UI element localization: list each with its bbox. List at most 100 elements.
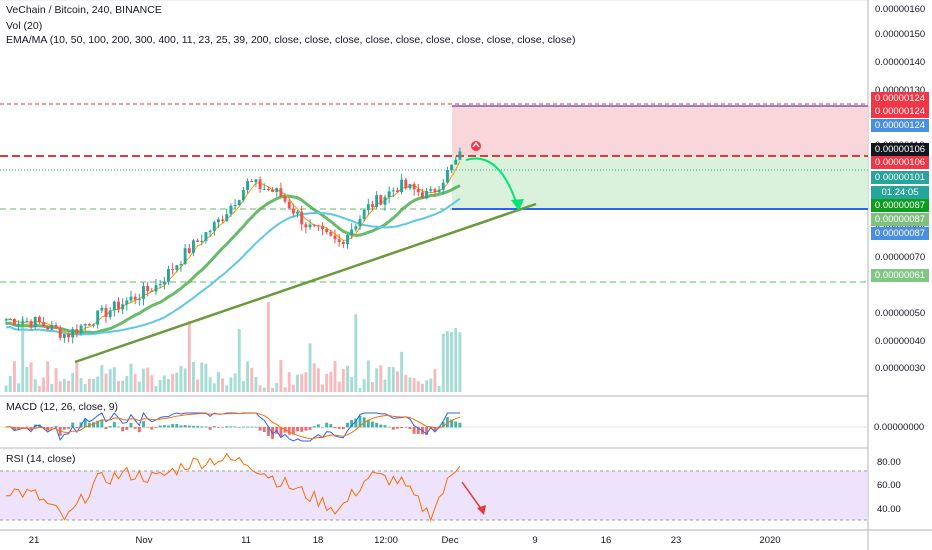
candle-body bbox=[371, 204, 374, 208]
candle-body bbox=[454, 159, 458, 165]
volume-bar bbox=[129, 363, 133, 392]
macd-hist-bar bbox=[208, 427, 212, 430]
volume-bar bbox=[433, 368, 437, 392]
candle-body bbox=[225, 214, 229, 221]
candle-body bbox=[92, 324, 95, 326]
price-badge: 01:24:05 bbox=[871, 186, 929, 199]
macd-hist-bar bbox=[458, 422, 462, 428]
macd-hist-bar bbox=[454, 421, 458, 428]
candle-body bbox=[258, 179, 262, 190]
volume-bar bbox=[404, 374, 408, 392]
candle-body bbox=[112, 301, 116, 311]
candle-body bbox=[354, 226, 358, 230]
volume-bar bbox=[37, 386, 41, 392]
price-tick-label: 0.00000160 bbox=[875, 4, 925, 15]
volume-bar bbox=[150, 375, 154, 392]
macd-hist-bar bbox=[142, 421, 145, 428]
price-candles bbox=[4, 147, 462, 344]
candle-body bbox=[396, 190, 399, 193]
volume-bar bbox=[158, 380, 162, 392]
volume-bar bbox=[216, 371, 220, 392]
candle-body bbox=[266, 189, 270, 191]
volume-bar bbox=[12, 361, 16, 392]
macd-hist-bar bbox=[171, 424, 175, 428]
rsi-axis-ticks: 80.00 60.00 40.00 bbox=[877, 457, 901, 515]
candle-body bbox=[37, 316, 41, 323]
macd-hist-bar bbox=[96, 420, 100, 428]
candle-body bbox=[362, 209, 366, 219]
macd-hist-bar bbox=[191, 425, 195, 428]
volume-bar bbox=[362, 379, 366, 392]
candle-body bbox=[29, 321, 33, 328]
volume-bar bbox=[291, 384, 295, 392]
stop-loss-zone bbox=[452, 106, 868, 156]
time-tick-label: Nov bbox=[136, 535, 153, 546]
volume-bar bbox=[75, 361, 79, 392]
candle-body bbox=[216, 219, 220, 223]
volume-bar bbox=[316, 368, 320, 392]
candle-body bbox=[212, 222, 216, 231]
macd-hist-bar bbox=[54, 426, 58, 428]
macd-hist-bar bbox=[308, 427, 312, 430]
candle-body bbox=[404, 179, 408, 189]
volume-bar bbox=[21, 318, 25, 392]
candle-body bbox=[142, 286, 145, 299]
macd-hist-bar bbox=[250, 426, 254, 428]
volume-bar bbox=[142, 368, 145, 392]
volume-bar bbox=[241, 381, 245, 392]
macd-hist-bar bbox=[37, 424, 41, 428]
candle-body bbox=[271, 189, 275, 192]
candle-body bbox=[241, 189, 245, 201]
macd-hist-bar bbox=[279, 427, 283, 438]
volume-bar bbox=[391, 367, 395, 392]
candle-body bbox=[450, 164, 454, 170]
volume-bar bbox=[71, 373, 75, 392]
macd-hist-bar bbox=[366, 419, 370, 428]
volume-bar bbox=[137, 381, 141, 392]
volume-bar bbox=[337, 381, 341, 392]
volume-bar bbox=[183, 368, 187, 392]
volume-bar bbox=[304, 372, 308, 392]
candle-body bbox=[333, 235, 337, 240]
price-badge: 0.00000124 bbox=[871, 105, 929, 118]
macd-hist-bar bbox=[246, 426, 250, 428]
macd-hist-bar bbox=[329, 424, 333, 428]
volume-bar bbox=[425, 380, 429, 392]
candle-body bbox=[150, 290, 154, 292]
volume-bar bbox=[25, 366, 29, 392]
volume-bar bbox=[87, 378, 91, 392]
volume-bar bbox=[458, 332, 462, 392]
macd-hist-bar bbox=[237, 427, 241, 428]
volume-bar bbox=[412, 377, 416, 392]
volume-bar bbox=[341, 369, 345, 392]
volume-bar bbox=[112, 367, 116, 392]
macd-hist-bar bbox=[21, 427, 25, 428]
volume-bar bbox=[408, 377, 412, 392]
candle-body bbox=[329, 232, 333, 236]
candle-body bbox=[425, 190, 429, 199]
price-badge: 0.00000061 bbox=[871, 269, 929, 282]
time-axis-ticks: 21 Nov 11 18 12:00 Dec 9 16 23 2020 bbox=[29, 535, 781, 546]
volume-bar bbox=[420, 383, 424, 392]
volume-bar bbox=[212, 383, 216, 392]
volume-bar bbox=[50, 383, 54, 392]
macd-hist-bar bbox=[50, 427, 54, 428]
macd-hist-bar bbox=[150, 427, 154, 430]
candle-body bbox=[96, 310, 100, 325]
price-tick-label: 0.00000140 bbox=[875, 57, 925, 68]
macd-hist-bar bbox=[379, 424, 383, 428]
volume-bar bbox=[329, 371, 333, 392]
volume-bar bbox=[300, 374, 304, 392]
candle-body bbox=[200, 240, 204, 242]
macd-hist-bar bbox=[241, 426, 245, 428]
candle-body bbox=[21, 321, 25, 324]
volume-bar bbox=[117, 380, 120, 392]
candle-body bbox=[387, 191, 391, 198]
candle-body bbox=[17, 323, 21, 326]
volume-bar bbox=[429, 378, 433, 392]
candle-body bbox=[312, 224, 316, 226]
candle-body bbox=[296, 211, 299, 214]
price-tick-label: 0.00000070 bbox=[875, 252, 925, 263]
alert-marker-icon[interactable] bbox=[471, 141, 481, 151]
